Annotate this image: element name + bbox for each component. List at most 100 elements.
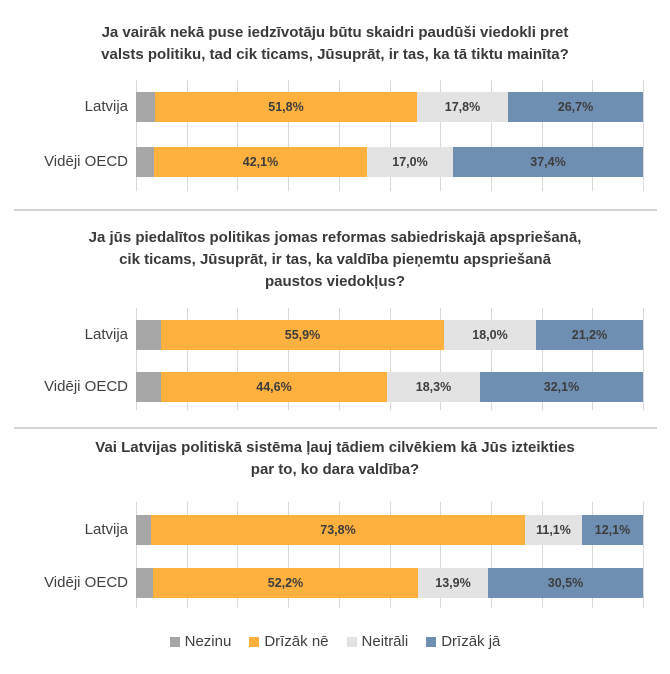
gridline <box>440 502 441 608</box>
bar-segment-neitrali: 17,8% <box>417 92 508 122</box>
category-label: Vidēji OECD <box>44 153 128 170</box>
chart-title-line: cik ticams, Jūsuprāt, ir tas, ka valdība… <box>119 251 551 268</box>
stacked-bar-latvija: 51,8% 17,8% 26,7% <box>136 92 643 122</box>
data-label: 73,8% <box>320 523 356 537</box>
gridline <box>542 308 543 410</box>
bar-segment-drizak-ne: 55,9% <box>161 320 444 350</box>
legend-label-drizak-ja: Drīzāk jā <box>441 633 501 650</box>
data-label: 26,7% <box>557 100 594 114</box>
gridline <box>288 80 289 191</box>
stacked-bar-videji-oecd: 42,1% 17,0% 37,4% <box>136 147 643 177</box>
gridline <box>491 502 492 608</box>
data-label: 12,1% <box>594 523 631 537</box>
chart-title: Vai Latvijas politiskā sistēma ļauj tādi… <box>0 437 670 481</box>
bar-segment-drizak-ne: 52,2% <box>153 568 418 598</box>
chart-title-line: Ja vairāk nekā puse iedzīvotāju būtu ska… <box>101 24 569 41</box>
bar-segment-drizak-ne: 42,1% <box>154 147 367 177</box>
data-label: 21,2% <box>571 328 608 342</box>
data-label: 30,5% <box>547 576 584 590</box>
stacked-bar-videji-oecd: 52,2% 13,9% 30,5% <box>136 568 643 598</box>
legend-swatch-drizak-ne <box>249 636 260 647</box>
gridline <box>440 80 441 191</box>
gridline <box>187 502 188 608</box>
gridline <box>592 308 593 410</box>
data-label: 32,1% <box>543 380 580 394</box>
category-label: Latvija <box>84 98 128 115</box>
bar-segment-drizak-ja: 32,1% <box>480 372 643 402</box>
gridline <box>187 80 188 191</box>
gridline <box>592 80 593 191</box>
gridline <box>288 308 289 410</box>
section-divider <box>14 427 657 429</box>
bar-segment-drizak-ne: 44,6% <box>161 372 387 402</box>
chart-title: Ja vairāk nekā puse iedzīvotāju būtu ska… <box>0 22 670 66</box>
legend-swatch-nezinu <box>169 636 180 647</box>
gridline <box>136 502 137 608</box>
chart-title-line: paustos viedokļus? <box>264 273 406 290</box>
chart-legend: Nezinu Drīzāk nē Neitrāli Drīzāk jā <box>0 633 670 650</box>
data-label: 55,9% <box>284 328 321 342</box>
chart-title-line: Ja jūs piedalītos politikas jomas reform… <box>88 229 582 246</box>
legend-label-drizak-ne: Drīzāk nē <box>264 633 329 650</box>
gridline <box>187 308 188 410</box>
gridline <box>390 308 391 410</box>
bar-segment-neitrali: 13,9% <box>418 568 488 598</box>
bar-segment-drizak-ja: 21,2% <box>536 320 643 350</box>
data-label: 18,3% <box>415 380 452 394</box>
bar-segment-drizak-ja: 12,1% <box>582 515 643 545</box>
bar-segment-drizak-ja: 30,5% <box>488 568 643 598</box>
legend-item-drizak-ne: Drīzāk nē <box>249 633 329 650</box>
data-label: 52,2% <box>267 576 304 590</box>
data-label: 17,8% <box>444 100 481 114</box>
bar-segment-drizak-ne: 73,8% <box>151 515 525 545</box>
data-label: 51,8% <box>268 100 304 114</box>
gridline <box>491 308 492 410</box>
gridline <box>136 80 137 191</box>
category-label: Latvija <box>84 521 128 538</box>
gridline <box>390 502 391 608</box>
bar-segment-nezinu <box>136 568 153 598</box>
data-label: 11,1% <box>536 523 571 537</box>
bar-segment-nezinu <box>136 147 154 177</box>
gridline <box>592 502 593 608</box>
data-label: 17,0% <box>392 155 428 169</box>
legend-item-neitrali: Neitrāli <box>346 633 408 650</box>
gridline <box>237 502 238 608</box>
gridline <box>237 80 238 191</box>
stacked-bar-latvija: 55,9% 18,0% 21,2% <box>136 320 643 350</box>
category-label: Latvija <box>84 326 128 343</box>
bar-segment-nezinu <box>136 372 161 402</box>
gridline <box>643 80 644 191</box>
legend-swatch-drizak-ja <box>426 636 437 647</box>
data-label: 44,6% <box>256 380 292 394</box>
stacked-bar-latvija: 73,8% 11,1% 12,1% <box>136 515 643 545</box>
gridline <box>542 80 543 191</box>
plot-area: 73,8% 11,1% 12,1% 52,2% 13,9% 30,5% <box>136 502 644 608</box>
legend-label-nezinu: Nezinu <box>184 633 232 650</box>
gridline <box>390 80 391 191</box>
bar-segment-drizak-ja: 26,7% <box>508 92 643 122</box>
gridline <box>542 502 543 608</box>
legend-item-nezinu: Nezinu <box>169 633 232 650</box>
bar-segment-neitrali: 17,0% <box>367 147 453 177</box>
chart-title-line: par to, ko dara valdība? <box>250 461 420 478</box>
data-label: 18,0% <box>472 328 508 342</box>
bar-segment-nezinu <box>136 320 161 350</box>
gridline <box>491 80 492 191</box>
legend-item-drizak-ja: Drīzāk jā <box>426 633 500 650</box>
legend-swatch-neitrali <box>346 636 357 647</box>
gridline <box>237 308 238 410</box>
gridline <box>339 502 340 608</box>
gridline <box>339 308 340 410</box>
bar-segment-drizak-ja: 37,4% <box>453 147 643 177</box>
bar-segment-neitrali: 18,0% <box>444 320 536 350</box>
bar-segment-nezinu <box>136 92 155 122</box>
chart-title-line: Vai Latvijas politiskā sistēma ļauj tādi… <box>95 439 575 456</box>
bar-segment-drizak-ne: 51,8% <box>155 92 417 122</box>
gridline <box>440 308 441 410</box>
stacked-bar-videji-oecd: 44,6% 18,3% 32,1% <box>136 372 643 402</box>
bar-segment-neitrali: 18,3% <box>387 372 480 402</box>
bar-segment-neitrali: 11,1% <box>525 515 582 545</box>
plot-area: 51,8% 17,8% 26,7% 42,1% 17,0% 37,4% <box>136 80 644 191</box>
chart-title-line: valsts politiku, tad cik ticams, Jūsuprā… <box>101 46 569 63</box>
